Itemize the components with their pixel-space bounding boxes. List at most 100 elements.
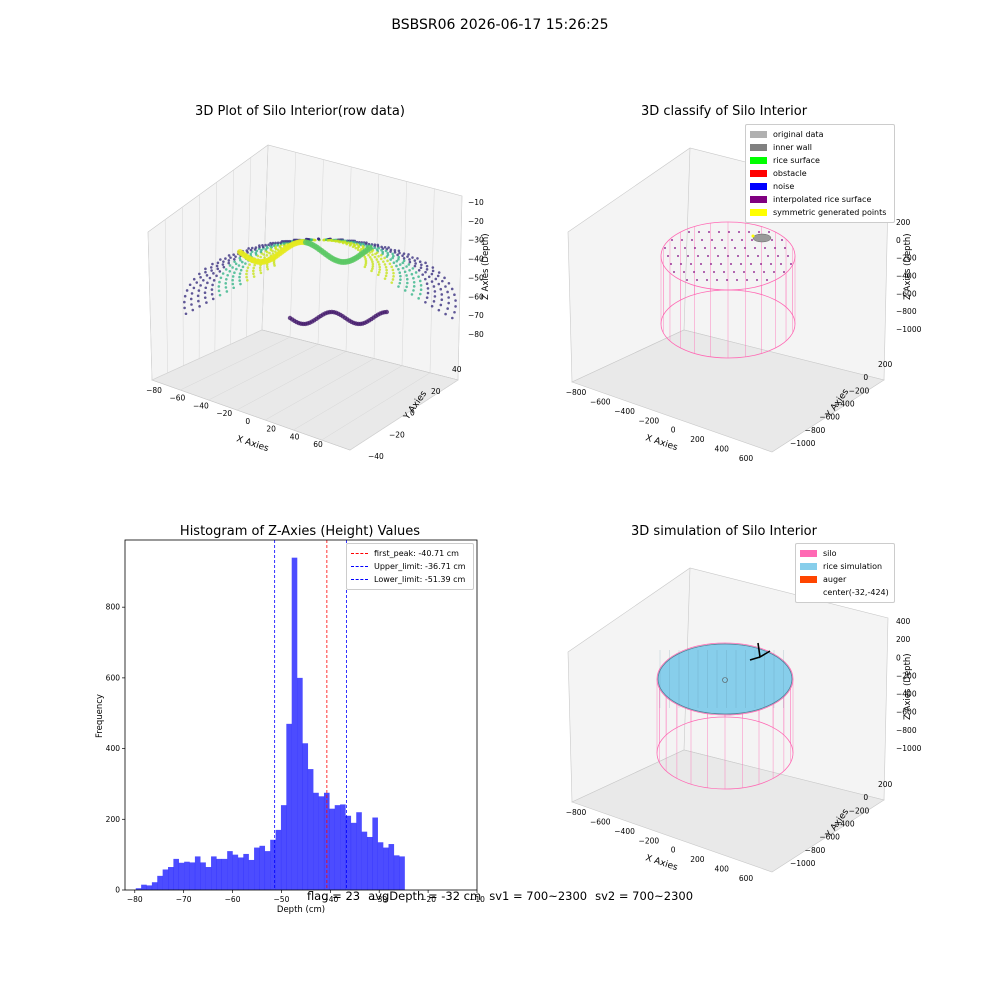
raw-point xyxy=(253,263,256,267)
classify-y-tick-label: −600 xyxy=(819,413,840,422)
raw-z-tick-label: −70 xyxy=(468,311,484,320)
classify-interpolated-point xyxy=(698,231,700,233)
raw-point xyxy=(249,248,253,252)
raw-point xyxy=(377,273,380,277)
classify-interpolated-point xyxy=(737,255,739,257)
simulation-y-tick-label: 200 xyxy=(878,780,893,789)
simulation-x-tick-label: 600 xyxy=(739,874,754,883)
raw-point xyxy=(211,262,214,266)
raw-point xyxy=(388,262,392,266)
raw-point xyxy=(199,275,202,279)
classify-y-ticks: 200 0 −200 −400 −600 −800 −1000 xyxy=(790,360,893,448)
raw-point xyxy=(274,241,277,245)
histogram-bar xyxy=(291,557,298,890)
raw-point xyxy=(380,245,383,249)
raw-point xyxy=(432,300,436,303)
raw-point xyxy=(189,297,193,301)
raw-point xyxy=(263,256,266,259)
raw-point xyxy=(386,251,390,255)
classify-interpolated-point xyxy=(674,247,676,249)
classify-interpolated-point xyxy=(731,239,733,241)
raw-point xyxy=(426,291,430,295)
classify-interpolated-point xyxy=(784,247,786,249)
raw-point xyxy=(364,257,367,261)
legend-line xyxy=(351,566,368,567)
raw-point xyxy=(215,274,218,278)
raw-point xyxy=(417,268,421,272)
histogram-bar xyxy=(367,836,373,890)
raw-point xyxy=(211,283,214,287)
raw-point xyxy=(271,241,275,245)
raw-point xyxy=(267,243,270,247)
classify-interpolated-point xyxy=(774,247,776,249)
raw-point xyxy=(317,237,320,241)
raw-point xyxy=(286,239,290,243)
classify-y-tick-label: −800 xyxy=(805,426,826,435)
raw-point xyxy=(373,246,377,250)
histogram-bar xyxy=(280,805,287,890)
simulation-x-tick-label: −400 xyxy=(614,827,635,836)
raw-point xyxy=(406,277,409,281)
raw-point xyxy=(371,264,375,268)
classify-y-tick-label: −400 xyxy=(834,400,855,409)
raw-point xyxy=(238,275,241,279)
raw-point xyxy=(399,274,402,278)
classify-interpolated-point xyxy=(710,263,712,265)
histogram-x-tick-label: −80 xyxy=(127,895,143,904)
classify-interpolated-point xyxy=(751,239,753,241)
raw-point xyxy=(218,293,222,297)
raw-point xyxy=(393,248,397,252)
raw-point xyxy=(229,256,232,259)
histogram-bar xyxy=(146,885,153,890)
simulation-silo-top xyxy=(656,642,794,716)
raw-point xyxy=(430,272,434,276)
raw-x-tick-label: 60 xyxy=(313,440,323,449)
histogram-bar xyxy=(243,853,249,890)
histogram-bar xyxy=(221,858,228,890)
histogram-bar xyxy=(194,856,201,890)
simulation-y-tick-label: −1000 xyxy=(790,859,816,868)
raw-point xyxy=(227,254,231,257)
classify-interpolated-point xyxy=(720,263,722,265)
classify-interpolated-point xyxy=(757,255,759,257)
histogram-bar xyxy=(399,856,405,890)
raw-point xyxy=(446,290,449,294)
raw-point xyxy=(205,274,209,277)
raw-point xyxy=(224,286,228,289)
raw-point xyxy=(384,265,388,269)
classify-x-tick-label: −400 xyxy=(614,407,635,416)
raw-point xyxy=(430,304,434,308)
histogram-y-tick-label: 0 xyxy=(115,886,120,895)
legend-entry: rice surface xyxy=(750,154,890,167)
raw-point xyxy=(424,277,427,281)
raw-point xyxy=(378,268,382,271)
histogram-x-tick-label: −10 xyxy=(469,895,485,904)
legend-entry: auger xyxy=(800,573,890,586)
raw-point xyxy=(238,272,242,275)
raw-point xyxy=(391,256,394,260)
classify-interpolated-point xyxy=(726,279,728,281)
classify-interpolated-point xyxy=(696,279,698,281)
classify-interpolated-point xyxy=(714,247,716,249)
legend-label: symmetric generated points xyxy=(773,208,887,217)
raw-point xyxy=(224,268,228,271)
raw-point xyxy=(252,272,255,276)
classify-z-tick-label: −400 xyxy=(896,272,917,281)
raw-point xyxy=(406,255,409,258)
classify-interpolated-point xyxy=(717,255,719,257)
raw-point xyxy=(410,272,414,276)
raw-point xyxy=(203,291,207,295)
histogram-bars xyxy=(135,557,405,890)
legend-line xyxy=(351,553,368,554)
raw-point xyxy=(280,239,284,243)
simulation-x-ticks: −800−600−400 −200 0 200 400 600 xyxy=(566,808,754,883)
classify-interpolated-point xyxy=(680,263,682,265)
raw-3d-plot: −80 −60 −40 −20 0 20 40 60 −40 −20 0 20 40 −10 −20 −3… xyxy=(146,144,491,461)
raw-point xyxy=(265,254,269,257)
raw-point xyxy=(252,266,256,270)
legend-entry: interpolated rice surface xyxy=(750,193,890,206)
raw-point xyxy=(231,282,235,286)
raw-point xyxy=(226,273,229,277)
legend-label: Upper_limit: -36.71 cm xyxy=(374,562,466,571)
raw-point xyxy=(371,260,374,264)
